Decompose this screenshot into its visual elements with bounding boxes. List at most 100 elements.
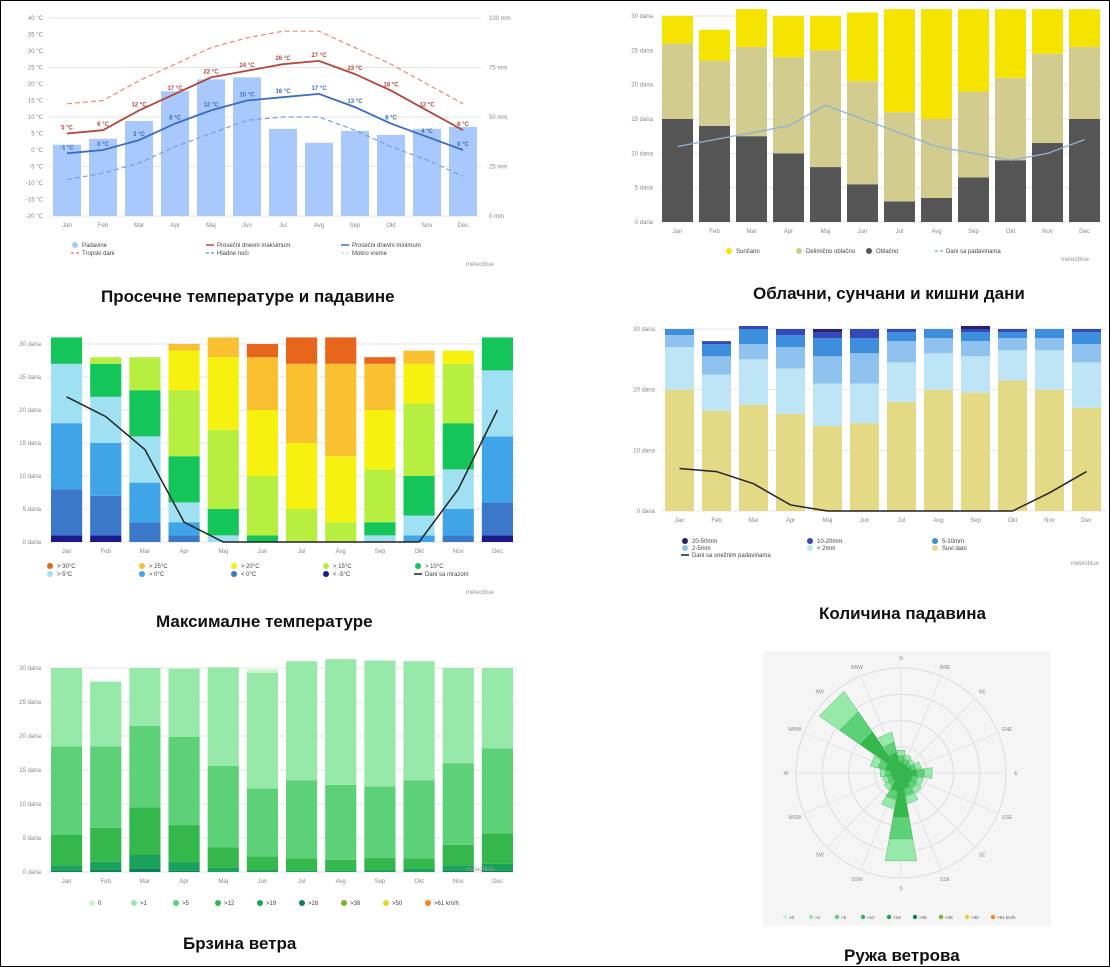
stacked-bar-segment: [776, 329, 805, 336]
temperature-data-label: 6 °C: [457, 122, 469, 128]
y-tick-label: 20 dana: [19, 408, 41, 414]
stacked-bar-segment: [481, 870, 513, 872]
stacked-bar-segment: [403, 350, 435, 364]
stacked-bar-segment: [702, 356, 731, 375]
y-tick-label: 5 °C: [31, 132, 43, 138]
x-tick-label: Sep: [375, 879, 386, 885]
stacked-bar-segment: [129, 725, 161, 808]
x-tick-label: Apr: [179, 879, 188, 885]
temperature-data-label: 3 °C: [133, 132, 145, 138]
temperature-line: [66, 59, 464, 135]
stacked-bar-segment: [129, 482, 161, 523]
legend-swatch: [72, 242, 78, 248]
legend-swatch: [964, 914, 970, 920]
legend-swatch: [323, 563, 329, 569]
legend-label: >5: [841, 915, 847, 920]
stacked-bar-segment: [129, 436, 161, 483]
x-tick-label: Jul: [298, 879, 306, 885]
stacked-bar-segment: [481, 337, 513, 371]
stacked-bar-segment: [207, 337, 239, 358]
temperature-data-label: 23 °C: [347, 66, 363, 72]
wind-speed-panel: 0 dana 5 dana 10 dana 15 dana 20 dana 25 dana…: [7, 656, 522, 921]
stacked-bar-segment: [246, 669, 278, 673]
legend-swatch: [886, 914, 892, 920]
stacked-bar-segment: [286, 509, 318, 542]
stacked-bar-segment: [1032, 9, 1063, 54]
y-tick-label: 35 °C: [28, 33, 44, 39]
meteoblue-credit: meteoblue: [1070, 561, 1099, 567]
legend-label: >61 km/h: [434, 901, 459, 907]
legend-label: > 0°C: [149, 572, 165, 578]
meteoblue-credit: meteoblue: [465, 262, 494, 268]
y-tick-label: 15 dana: [19, 768, 41, 774]
stacked-bar-segment: [442, 350, 474, 364]
legend-swatch: [173, 900, 179, 906]
legend-swatch: [938, 914, 944, 920]
temperature-data-label: 17 °C: [311, 86, 327, 92]
rose-direction-label: ESE: [1002, 815, 1013, 821]
stacked-bar-segment: [481, 436, 513, 503]
rose-spoke: [900, 698, 976, 774]
x-tick-label: Maj: [206, 223, 216, 229]
stacked-bar-segment: [364, 869, 396, 872]
stacked-bar-segment: [998, 380, 1027, 511]
y-tick-label: 20 °C: [28, 82, 44, 88]
legend-swatch: [807, 545, 813, 551]
stacked-bar-segment: [129, 522, 161, 542]
meteoblue-credit: meteoblue: [465, 867, 494, 873]
legend-label: >0: [789, 915, 795, 920]
rose-direction-label: NE: [979, 690, 987, 696]
stacked-bar-segment: [207, 509, 239, 536]
precipitation-bar: [53, 144, 81, 216]
temperature-data-label: 13 °C: [347, 99, 363, 105]
x-tick-label: Jan: [673, 229, 683, 235]
legend-swatch: [425, 900, 431, 906]
x-tick-label: Okt: [414, 879, 424, 885]
legend-swatch: [796, 248, 802, 254]
stacked-bar-segment: [850, 383, 879, 424]
rose-petal: [859, 731, 902, 774]
precipitation-amount-chart: 0 dana 10 dana 20 dana 30 dana Jan Feb Mar Apr M…: [633, 325, 1105, 559]
rose-direction-label: SW: [816, 852, 824, 858]
x-tick-label: Jul: [298, 549, 306, 555]
stacked-bar-segment: [958, 177, 989, 222]
legend-label: >1: [815, 915, 821, 920]
stacked-bar-segment: [51, 363, 83, 424]
x-tick-label: Avg: [933, 518, 943, 524]
stacked-bar-segment: [665, 329, 694, 336]
legend-label: >12: [224, 901, 235, 907]
stacked-bar-segment: [286, 661, 318, 781]
y-tick-label: -20 °C: [26, 214, 44, 220]
stacked-bar-segment: [924, 329, 953, 339]
x-tick-label: Dec: [1081, 518, 1092, 524]
stacked-bar-segment: [207, 535, 239, 542]
temperature-data-label: -1 °C: [60, 145, 74, 151]
x-tick-label: Avg: [931, 229, 941, 235]
stacked-bar-segment: [442, 865, 474, 871]
temperature-data-label: 26 °C: [275, 56, 291, 62]
rose-direction-label: W: [784, 771, 789, 777]
legend-swatch: [383, 900, 389, 906]
y-tick-label: 30 dana: [19, 666, 41, 672]
stacked-bar-segment: [961, 341, 990, 357]
y-tick-label: 25 dana: [19, 375, 41, 381]
stacked-bar-segment: [702, 410, 731, 511]
legend-label: > 20°C: [241, 564, 260, 570]
legend-label: >1: [140, 901, 148, 907]
stacked-bar-segment: [364, 786, 396, 858]
stacked-bar-segment: [442, 870, 474, 872]
stacked-bar-segment: [850, 423, 879, 511]
stacked-bar-segment: [364, 522, 396, 536]
stacked-bar-segment: [813, 426, 842, 511]
stacked-bar-segment: [168, 535, 200, 542]
legend-label: > 10°C: [425, 564, 444, 570]
stacked-bar-segment: [442, 363, 474, 424]
legend-swatch: [323, 571, 329, 577]
x-tick-label: Mar: [140, 549, 150, 555]
stacked-bar-segment: [246, 476, 278, 536]
legend-swatch: [415, 563, 421, 569]
wind-rose-chart: N NNE NE ENE E ESE SE SSE S SSW SW WSW W WNW NW NNW >0 >1…: [782, 656, 1018, 920]
stacked-bar-segment: [702, 344, 731, 357]
rose-direction-label: E: [1014, 771, 1018, 777]
x-tick-label: Feb: [711, 518, 722, 524]
